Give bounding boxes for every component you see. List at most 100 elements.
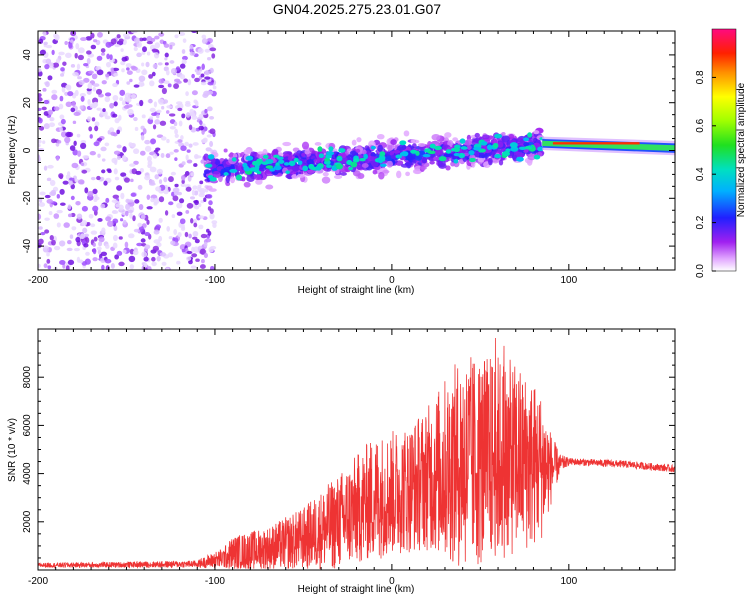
noise-blob	[201, 38, 208, 45]
noise-blob	[80, 162, 85, 166]
noise-blob	[162, 99, 169, 104]
noise-blob	[122, 219, 127, 225]
noise-blob	[199, 248, 206, 255]
noise-blob	[116, 250, 123, 256]
noise-blob	[149, 116, 154, 120]
noise-blob	[144, 175, 151, 181]
noise-blob	[92, 248, 97, 255]
noise-blob	[125, 63, 132, 68]
noise-blob	[59, 114, 65, 120]
colorbar-tick-label: 0.4	[695, 167, 706, 181]
noise-blob	[71, 162, 79, 169]
noise-blob	[95, 88, 103, 95]
scintillation-blob	[313, 158, 321, 164]
noise-blob	[152, 63, 158, 69]
scintillation-peak	[317, 146, 323, 152]
noise-blob	[98, 241, 103, 247]
noise-blob	[54, 245, 61, 251]
scintillation-peak	[492, 142, 499, 149]
noise-blob	[168, 235, 173, 240]
noise-blob	[67, 259, 75, 266]
noise-blob	[105, 73, 110, 78]
noise-blob	[55, 155, 60, 161]
scintillation-peak	[400, 151, 409, 157]
scintillation-peak	[288, 160, 296, 167]
noise-blob	[137, 184, 143, 190]
noise-blob	[197, 48, 204, 54]
noise-blob	[176, 80, 182, 84]
noise-blob	[209, 140, 214, 148]
noise-blob	[109, 102, 115, 109]
scintillation-peak	[283, 162, 290, 166]
noise-blob	[93, 141, 100, 147]
noise-blob	[191, 90, 198, 96]
noise-blob	[181, 174, 186, 181]
noise-blob	[96, 175, 101, 181]
noise-blob	[174, 157, 178, 162]
noise-blob	[70, 195, 75, 201]
noise-blob	[163, 80, 170, 85]
scintillation-peak	[537, 146, 544, 152]
noise-blob	[118, 236, 123, 240]
noise-blob	[51, 239, 56, 246]
noise-blob	[60, 118, 66, 125]
noise-blob	[169, 125, 176, 130]
noise-blob	[146, 206, 153, 210]
scintillation-blob	[412, 158, 417, 164]
scintillation-blob	[392, 149, 401, 154]
noise-blob	[80, 233, 85, 240]
noise-blob	[179, 198, 185, 204]
scintillation-peak	[533, 154, 541, 160]
noise-blob	[45, 58, 52, 64]
scintillation-blob	[340, 172, 347, 176]
noise-blob	[56, 209, 63, 214]
noise-blob	[166, 225, 171, 232]
noise-blob	[50, 189, 57, 196]
noise-blob	[82, 155, 90, 159]
noise-blob	[181, 113, 186, 119]
noise-blob	[116, 129, 120, 135]
noise-blob	[135, 170, 142, 175]
x-tick-label: -100	[205, 576, 225, 587]
noise-blob	[97, 153, 101, 158]
scintillation-blob	[432, 156, 441, 161]
noise-blob	[62, 180, 69, 185]
noise-blob	[92, 242, 96, 247]
noise-blob	[181, 161, 186, 166]
scintillation-peak	[254, 164, 260, 170]
noise-blob	[120, 172, 127, 177]
noise-blob	[104, 115, 111, 120]
scintillation-peak	[315, 165, 322, 171]
scintillation-peak	[297, 160, 303, 166]
scintillation-peak	[438, 156, 447, 162]
noise-blob	[153, 101, 158, 108]
noise-blob	[186, 112, 191, 118]
noise-blob	[130, 192, 137, 197]
scintillation-blob	[414, 155, 423, 161]
noise-blob	[185, 91, 189, 97]
noise-blob	[212, 222, 217, 228]
noise-blob	[106, 53, 110, 60]
noise-blob	[58, 51, 65, 56]
noise-blob	[58, 103, 64, 110]
noise-blob	[146, 219, 150, 225]
y-tick-label: 4000	[22, 462, 33, 485]
scintillation-peak	[204, 163, 213, 168]
noise-blob	[74, 52, 78, 59]
noise-blob	[94, 121, 100, 127]
x-tick-label: 0	[389, 275, 395, 286]
noise-blob	[178, 32, 186, 36]
noise-blob	[97, 137, 103, 142]
noise-blob	[95, 66, 100, 71]
scintillation-peak	[293, 157, 299, 163]
noise-blob	[96, 107, 102, 111]
scintillation-blob	[488, 157, 493, 166]
noise-blob	[157, 62, 163, 66]
noise-blob	[65, 131, 72, 138]
scintillation-peak	[207, 174, 214, 179]
scintillation-peak	[527, 132, 533, 138]
y-tick-label: 0	[22, 147, 33, 153]
noise-blob	[158, 217, 163, 223]
noise-blob	[51, 94, 58, 101]
noise-blob	[38, 68, 42, 73]
